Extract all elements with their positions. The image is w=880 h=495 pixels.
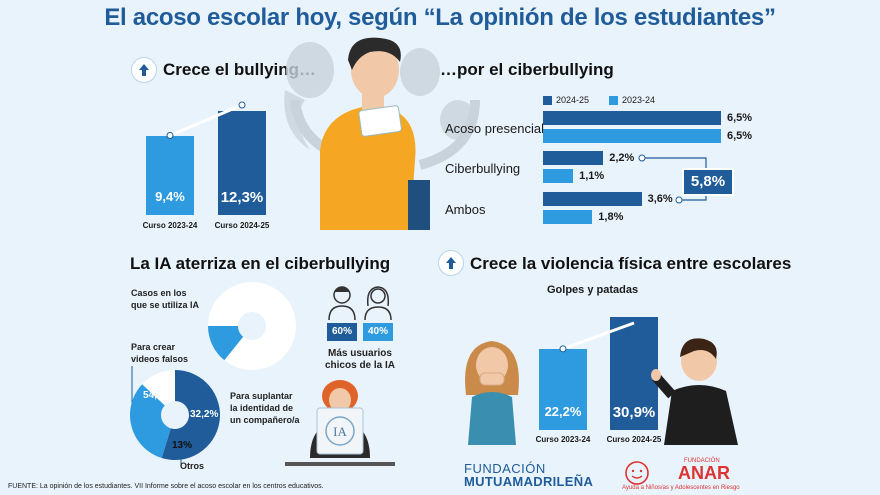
shouting-boy-illustration	[651, 338, 738, 445]
bar-ciber	[543, 129, 721, 143]
pie1-slice	[208, 326, 244, 361]
section-title-ia: La IA aterriza en el ciberbullying	[130, 254, 391, 273]
category-label: Curso 2023-24	[535, 435, 591, 444]
pie2-slice	[161, 370, 221, 460]
bar-value-label: 6,5%	[727, 112, 753, 124]
legend-label: 2024-25	[556, 95, 590, 105]
bar-value-label: 30,9%	[612, 404, 656, 421]
bar-bullying-0	[146, 135, 194, 215]
legend-label: 2023-24	[622, 95, 656, 105]
legend-swatch	[609, 96, 618, 105]
pie2-label-videos: Para crear videos falsos	[131, 342, 189, 364]
otros-leader-line	[180, 452, 182, 464]
student-phone-illustration	[284, 37, 480, 230]
bar-ciber	[543, 210, 593, 224]
bar-bullying-1	[218, 111, 266, 215]
category-label: Curso 2024-25	[606, 435, 662, 444]
category-label: Ciberbullying	[445, 161, 521, 176]
logo-mutua: FUNDACIÓN MUTUAMADRILEÑA	[464, 461, 594, 489]
pie2-value-label: 13%	[172, 440, 193, 451]
laptop-ia-text: IA	[333, 424, 347, 439]
scared-girl-illustration	[465, 341, 519, 445]
category-label: Ambos	[445, 202, 486, 217]
annotation-total: 5,8%	[682, 168, 734, 196]
boy-user-icon	[328, 286, 356, 321]
girl-laptop-illustration: IA	[285, 380, 395, 466]
pie2-slice	[130, 384, 171, 458]
pie2-value-label: 54,8%	[143, 390, 172, 401]
category-label: Acoso presencial	[445, 121, 544, 136]
bar-value-label: 3,6%	[647, 193, 673, 205]
bar-value-label: 9,4%	[155, 189, 185, 204]
pie2-label-suplantar: Para suplantar la identidad de un compañer…	[230, 391, 300, 425]
pie2-slice	[142, 370, 175, 406]
girl-user-icon	[364, 286, 392, 321]
logo-anar: FUNDACIÓN ANAR Ayuda a Niños/as y Adoles…	[622, 458, 740, 491]
pie1-label: Casos en los que se utiliza IA	[131, 288, 200, 310]
section-title-violencia: Crece la violencia física entre escolare…	[470, 254, 792, 273]
page-title: El acoso escolar hoy, según “La opinión …	[104, 4, 776, 31]
bar-value-label: 6,5%	[727, 130, 753, 142]
users-caption: Más usuarios chicos de la IA	[324, 348, 396, 371]
bar-value-label: 2,2%	[609, 152, 635, 164]
bar-ciber	[543, 151, 604, 165]
anar-face-icon	[625, 461, 649, 485]
bar-ciber	[543, 192, 642, 206]
pie2-label-otros: Otros	[180, 461, 205, 471]
footer-source: FUENTE: La opinión de los estudiantes. V…	[8, 483, 324, 490]
pie1-value-label: 14,2%	[208, 311, 237, 322]
girls-percent: 40%	[363, 323, 393, 341]
category-label: Curso 2023-24	[142, 221, 198, 230]
bar-value-label: 22,2%	[544, 404, 582, 419]
section-title-ciber: …por el ciberbullying	[440, 60, 614, 79]
bar-ciber	[543, 111, 721, 125]
bar-value-label: 1,8%	[598, 211, 624, 223]
bar-value-label: 12,3%	[220, 189, 264, 206]
bar-violencia-0	[539, 348, 587, 430]
legend-swatch	[543, 96, 552, 105]
boys-percent: 60%	[327, 323, 357, 341]
pie2-value-label: 32,2%	[190, 409, 219, 420]
bar-violencia-1	[610, 317, 658, 430]
chart-violencia-title: Golpes y patadas	[547, 284, 639, 296]
bar-ciber	[543, 169, 574, 183]
bar-value-label: 1,1%	[579, 170, 605, 182]
category-label: Curso 2024-25	[214, 221, 270, 230]
arrow-up-icon	[131, 57, 157, 83]
arrow-up-icon	[438, 250, 464, 276]
section-title-bullying: Crece el bullying…	[163, 60, 317, 79]
pie1-slice	[208, 282, 297, 371]
